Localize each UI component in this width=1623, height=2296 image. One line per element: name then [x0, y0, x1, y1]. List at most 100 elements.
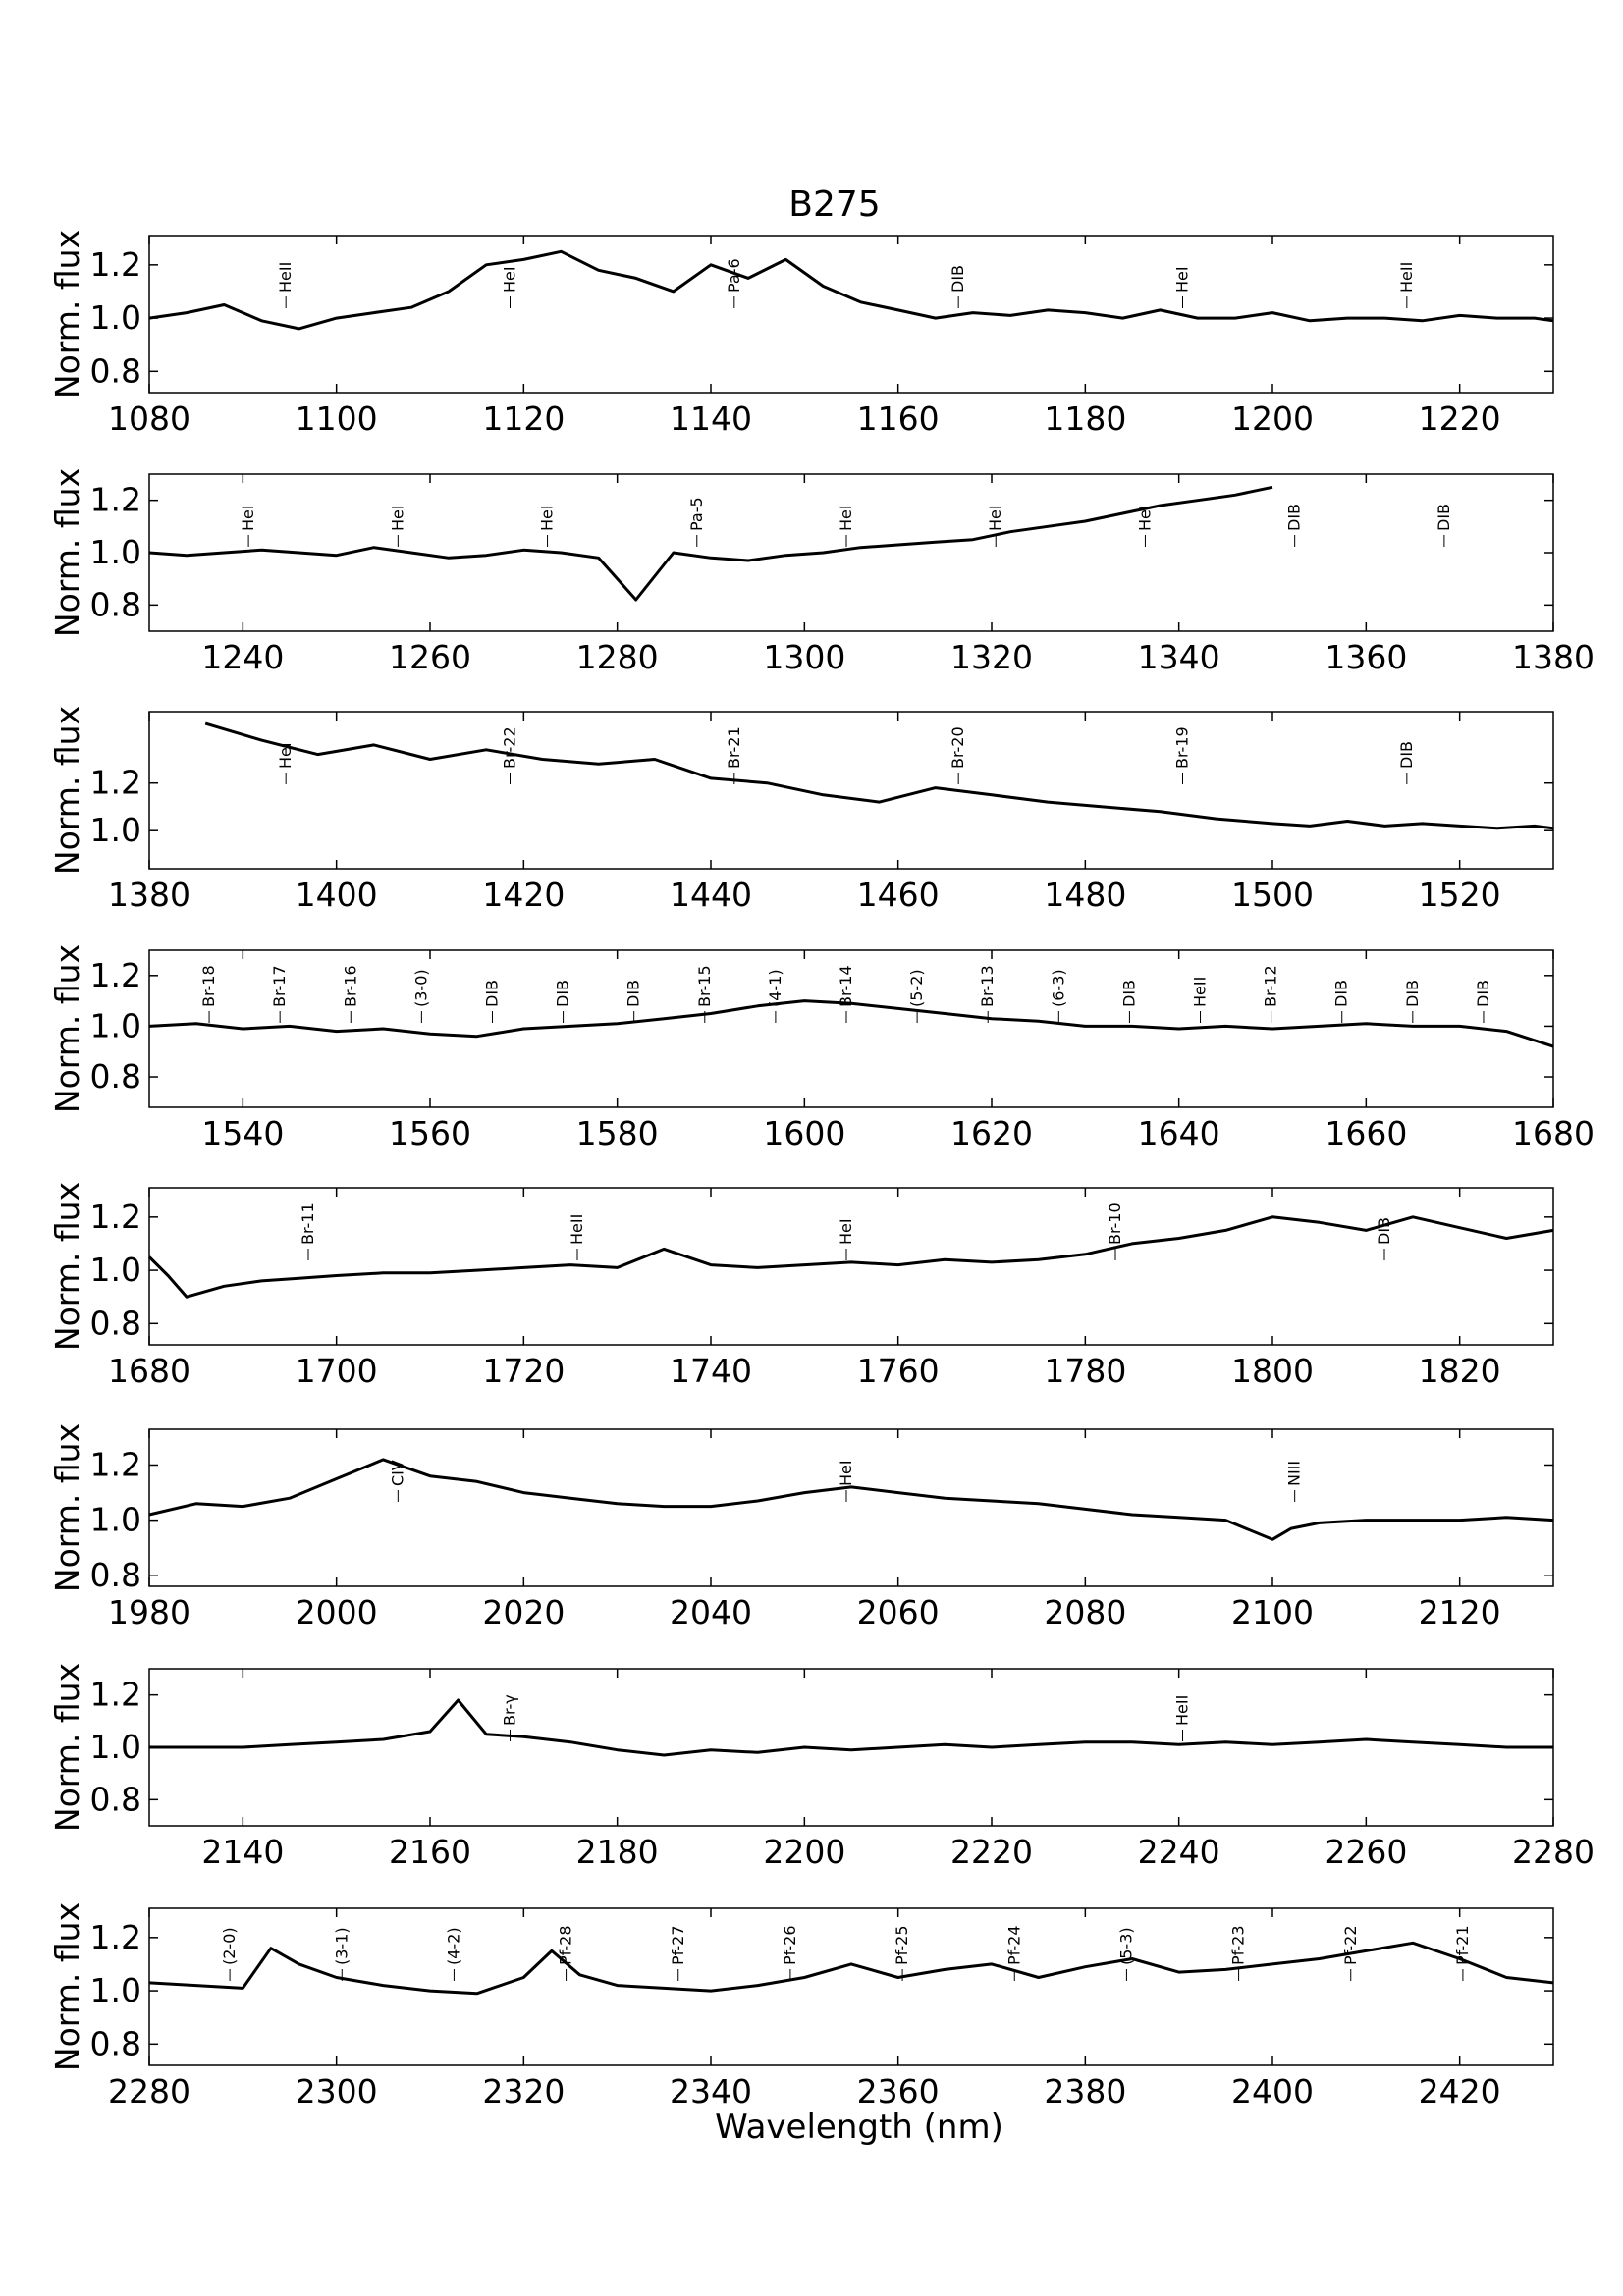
line-annotation: HeII: [1191, 977, 1210, 1007]
x-tick-label: 1260: [389, 638, 471, 676]
line-annotation: (4-1): [766, 969, 784, 1007]
spectrum-line-8: [148, 1941, 1554, 1996]
line-annotation: NIII: [1285, 1461, 1304, 1486]
line-annotation: (4-2): [444, 1927, 462, 1965]
plot-frame-6: [148, 1428, 1554, 1587]
panel-4: 1540 1560 1580 1600 1620 1640 1660 1680 0.8 1.0 1.…: [48, 944, 1595, 1152]
line-annotation: Br-17: [270, 965, 289, 1007]
y-tick-label: 0.8: [90, 1057, 141, 1095]
panel-7: 2140 2160 2180 2200 2220 2240 2260 2280 0.8 1.0 1.…: [48, 1663, 1595, 1871]
x-tick-label: 2340: [670, 2072, 752, 2110]
y-tick-label: 1.0: [90, 298, 141, 337]
x-tick-label: 2320: [482, 2072, 565, 2110]
y-tick-label: 1.0: [90, 1501, 141, 1539]
line-annotation: DIB: [1403, 980, 1422, 1007]
x-tick-label: 1700: [296, 1352, 378, 1390]
x-tick-label: 2080: [1044, 1593, 1126, 1631]
x-tick-label: 2280: [1512, 1833, 1595, 1871]
line-annotation: Br-12: [1262, 965, 1280, 1007]
x-tick-label: 1180: [1044, 400, 1126, 438]
line-annotation: Pf-28: [557, 1925, 575, 1965]
spectrum-line-7: [149, 1698, 1553, 1757]
y-axis-label: Norm. flux: [48, 1663, 86, 1832]
line-annotation: DIB: [483, 980, 502, 1007]
line-annotation: (2-0): [220, 1927, 239, 1965]
plot-frame-8: [148, 1907, 1554, 2066]
x-tick-label: 1440: [670, 876, 752, 914]
x-axis-label: Wavelength (nm): [715, 2108, 1003, 2147]
x-tick-label: 2060: [857, 1593, 940, 1631]
line-annotation: (3-0): [411, 969, 430, 1007]
line-annotation: HeI: [388, 505, 406, 531]
y-tick-label: 1.2: [90, 1676, 141, 1714]
x-tick-label: 2100: [1231, 1593, 1314, 1631]
x-tick-label: 2200: [763, 1833, 845, 1871]
line-annotation: HeI: [501, 266, 519, 293]
panels-group: 1080 1100 1120 1140 1160 1180 1200 1220 0.8 1.0 1.…: [48, 230, 1595, 2110]
spectrum-line-3: [204, 721, 1554, 830]
x-tick-label: 1580: [576, 1114, 659, 1152]
y-tick-label: 1.0: [90, 1971, 141, 2009]
plot-frame-2: [148, 473, 1554, 632]
y-axis-label: Norm. flux: [48, 230, 86, 399]
x-tick-label: 1460: [857, 876, 940, 914]
x-tick-label: 1820: [1419, 1352, 1501, 1390]
line-annotation: DIB: [1119, 980, 1138, 1007]
y-tick-label: 0.8: [90, 351, 141, 390]
line-annotation: Pf-27: [669, 1925, 687, 1965]
line-annotation: Pf-25: [893, 1925, 911, 1965]
x-tick-label: 1680: [1512, 1114, 1595, 1152]
line-annotation: HeI: [837, 1460, 855, 1486]
y-tick-label: 1.0: [90, 1728, 141, 1766]
x-tick-label: 2380: [1044, 2072, 1126, 2110]
x-tick-label: 1500: [1231, 876, 1314, 914]
line-annotation: HeII: [568, 1214, 586, 1245]
x-tick-label: 2420: [1419, 2072, 1501, 2110]
spectrum-line-2: [148, 485, 1273, 602]
line-annotation: DIB: [1474, 980, 1492, 1007]
x-tick-label: 1160: [857, 400, 940, 438]
spectrum-line-5: [147, 1215, 1554, 1299]
line-annotation: DIB: [554, 980, 572, 1007]
y-tick-label: 1.0: [90, 533, 141, 571]
x-tick-label: 1560: [389, 1114, 471, 1152]
x-tick-label: 1720: [482, 1352, 565, 1390]
x-tick-label: 1100: [296, 400, 378, 438]
y-tick-label: 0.8: [90, 1304, 141, 1342]
x-tick-label: 1640: [1138, 1114, 1220, 1152]
y-tick-label: 1.0: [90, 811, 141, 849]
x-tick-label: 2280: [108, 2072, 190, 2110]
x-tick-label: 1600: [763, 1114, 845, 1152]
x-tick-label: 2180: [576, 1833, 659, 1871]
line-annotation: (3-1): [332, 1927, 351, 1965]
line-annotation: Br-13: [978, 965, 997, 1007]
x-tick-label: 1400: [296, 876, 378, 914]
line-annotation: Br-19: [1173, 726, 1192, 769]
line-annotation: HeII: [1397, 262, 1416, 293]
line-annotation: DIB: [1332, 980, 1351, 1007]
x-tick-label: 1780: [1044, 1352, 1126, 1390]
x-tick-label: 1080: [108, 400, 190, 438]
y-tick-label: 1.0: [90, 1006, 141, 1044]
line-annotation: (5-2): [907, 969, 926, 1007]
y-axis-label: Norm. flux: [48, 944, 86, 1113]
x-tick-label: 2120: [1419, 1593, 1501, 1631]
panel-1: 1080 1100 1120 1140 1160 1180 1200 1220 0.8 1.0 1.…: [48, 230, 1554, 438]
x-tick-label: 1620: [950, 1114, 1033, 1152]
x-tick-label: 2040: [670, 1593, 752, 1631]
line-annotation: Br-21: [725, 726, 743, 769]
line-annotation: HeI: [276, 742, 295, 769]
line-annotation: Br-11: [298, 1202, 317, 1245]
line-annotation: HeI: [1135, 505, 1154, 531]
spectrum-line-4: [148, 999, 1554, 1048]
line-annotation: DIB: [1397, 741, 1416, 769]
x-tick-label: 2260: [1325, 1833, 1407, 1871]
panel-3: 1380 1400 1420 1440 1460 1480 1500 1520 1.0 1.2No…: [48, 706, 1554, 914]
x-tick-label: 1200: [1231, 400, 1314, 438]
line-annotation: Pf-24: [1004, 1925, 1023, 1965]
line-annotation: Pf-21: [1453, 1925, 1472, 1965]
chart-title: B275: [788, 185, 880, 225]
line-annotation: Pa-5: [687, 497, 706, 531]
line-annotation: Pf-23: [1229, 1925, 1248, 1965]
line-annotation: DIB: [1434, 504, 1453, 531]
